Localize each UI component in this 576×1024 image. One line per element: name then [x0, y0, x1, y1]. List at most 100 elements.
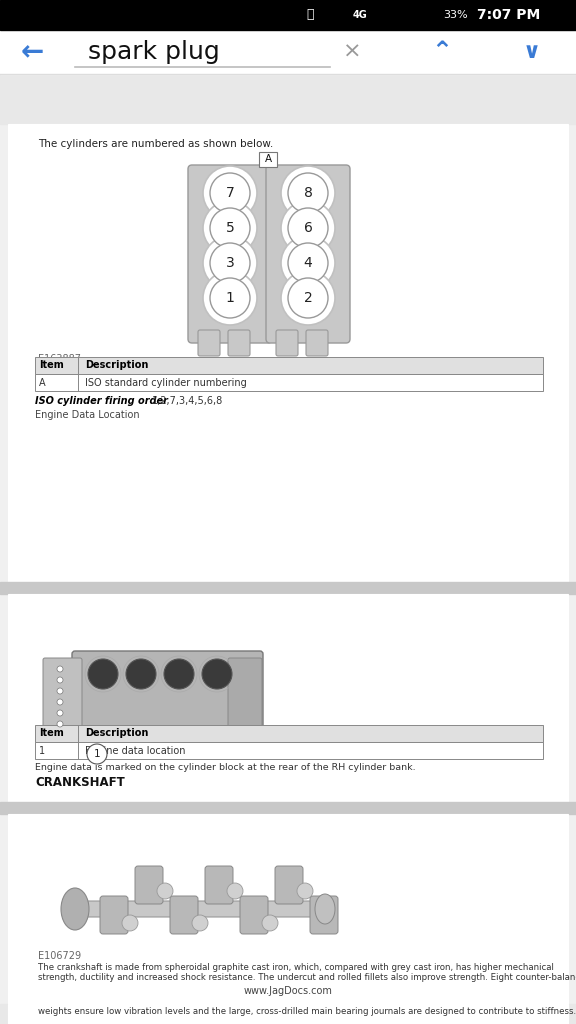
Circle shape — [57, 710, 63, 716]
Text: ∨: ∨ — [523, 42, 541, 62]
Text: weights ensure low vibration levels and the large, cross-drilled main bearing jo: weights ensure low vibration levels and … — [38, 1007, 576, 1016]
Text: 8: 8 — [304, 186, 312, 200]
FancyBboxPatch shape — [170, 896, 198, 934]
Circle shape — [126, 659, 156, 689]
Ellipse shape — [61, 888, 89, 930]
FancyBboxPatch shape — [275, 866, 303, 904]
FancyBboxPatch shape — [72, 651, 263, 742]
FancyBboxPatch shape — [205, 866, 233, 904]
Text: ←: ← — [20, 38, 44, 66]
FancyBboxPatch shape — [259, 152, 277, 167]
Circle shape — [281, 271, 335, 325]
Text: CRANKSHAFT: CRANKSHAFT — [35, 776, 125, 790]
Circle shape — [297, 883, 313, 899]
FancyBboxPatch shape — [73, 901, 327, 918]
Text: 1: 1 — [226, 291, 234, 305]
Text: Engine data location: Engine data location — [85, 745, 185, 756]
Circle shape — [203, 166, 257, 220]
FancyBboxPatch shape — [228, 330, 250, 356]
Text: 7: 7 — [226, 186, 234, 200]
Text: E106729: E106729 — [38, 951, 81, 961]
Text: www.JagDocs.com: www.JagDocs.com — [244, 986, 332, 996]
Text: ISO standard cylinder numbering: ISO standard cylinder numbering — [85, 378, 247, 387]
Text: 1: 1 — [94, 749, 100, 759]
Circle shape — [227, 883, 243, 899]
Text: A: A — [264, 154, 271, 164]
Bar — [35, 374, 543, 391]
Ellipse shape — [315, 894, 335, 924]
Text: E163887: E163887 — [38, 354, 81, 364]
Circle shape — [157, 883, 173, 899]
Bar — [8, 1004, 568, 1024]
Bar — [0, 802, 576, 814]
FancyBboxPatch shape — [43, 658, 82, 734]
Text: ⌚: ⌚ — [306, 8, 314, 22]
Circle shape — [122, 915, 138, 931]
FancyBboxPatch shape — [310, 896, 338, 934]
Text: ×: × — [343, 42, 361, 62]
Text: 33%: 33% — [444, 10, 468, 20]
Circle shape — [288, 243, 328, 283]
Circle shape — [202, 659, 232, 689]
Text: 2: 2 — [304, 291, 312, 305]
Bar — [35, 357, 543, 374]
Bar — [0, 30, 576, 74]
FancyBboxPatch shape — [100, 896, 128, 934]
Circle shape — [57, 677, 63, 683]
Bar — [0, 582, 576, 594]
FancyBboxPatch shape — [266, 165, 350, 343]
Circle shape — [164, 659, 194, 689]
Circle shape — [281, 166, 335, 220]
Circle shape — [192, 915, 208, 931]
Circle shape — [203, 201, 257, 255]
Circle shape — [210, 208, 250, 248]
Circle shape — [262, 915, 278, 931]
Text: A: A — [39, 378, 46, 387]
FancyBboxPatch shape — [306, 330, 328, 356]
FancyBboxPatch shape — [276, 330, 298, 356]
Text: The cylinders are numbered as shown below.: The cylinders are numbered as shown belo… — [38, 139, 273, 150]
Bar — [8, 124, 568, 584]
Circle shape — [281, 201, 335, 255]
Text: Description: Description — [85, 728, 149, 738]
Circle shape — [57, 699, 63, 705]
Circle shape — [203, 271, 257, 325]
Circle shape — [210, 243, 250, 283]
Text: Description: Description — [85, 360, 149, 371]
Text: Item: Item — [39, 360, 64, 371]
Text: 1: 1 — [39, 745, 45, 756]
Circle shape — [210, 278, 250, 318]
Bar — [0, 1004, 576, 1024]
Circle shape — [203, 236, 257, 290]
FancyBboxPatch shape — [135, 866, 163, 904]
Text: 1,2,7,3,4,5,6,8: 1,2,7,3,4,5,6,8 — [152, 396, 223, 406]
Bar — [35, 725, 543, 742]
Text: 3: 3 — [226, 256, 234, 270]
Circle shape — [288, 278, 328, 318]
Text: Engine Data Location: Engine Data Location — [35, 410, 139, 420]
Circle shape — [57, 666, 63, 672]
Bar — [8, 814, 568, 1004]
Circle shape — [288, 173, 328, 213]
Text: Item: Item — [39, 728, 64, 738]
FancyBboxPatch shape — [188, 165, 272, 343]
Text: 4: 4 — [304, 256, 312, 270]
Circle shape — [88, 659, 118, 689]
Text: ISO cylinder firing order: ISO cylinder firing order — [35, 396, 168, 406]
Text: 4G: 4G — [353, 10, 367, 20]
Circle shape — [87, 744, 107, 764]
Bar — [0, 74, 576, 124]
Circle shape — [57, 721, 63, 727]
Text: 5: 5 — [226, 221, 234, 234]
Text: E108429: E108429 — [38, 729, 81, 739]
Bar — [0, 0, 576, 30]
Text: strength, ductility and increased shock resistance. The undercut and rolled fill: strength, ductility and increased shock … — [38, 974, 576, 982]
Circle shape — [57, 688, 63, 694]
Bar — [35, 742, 543, 759]
Circle shape — [210, 173, 250, 213]
FancyBboxPatch shape — [240, 896, 268, 934]
Circle shape — [288, 208, 328, 248]
Text: 7:07 PM: 7:07 PM — [477, 8, 540, 22]
Text: spark plug: spark plug — [88, 40, 220, 63]
Circle shape — [281, 236, 335, 290]
